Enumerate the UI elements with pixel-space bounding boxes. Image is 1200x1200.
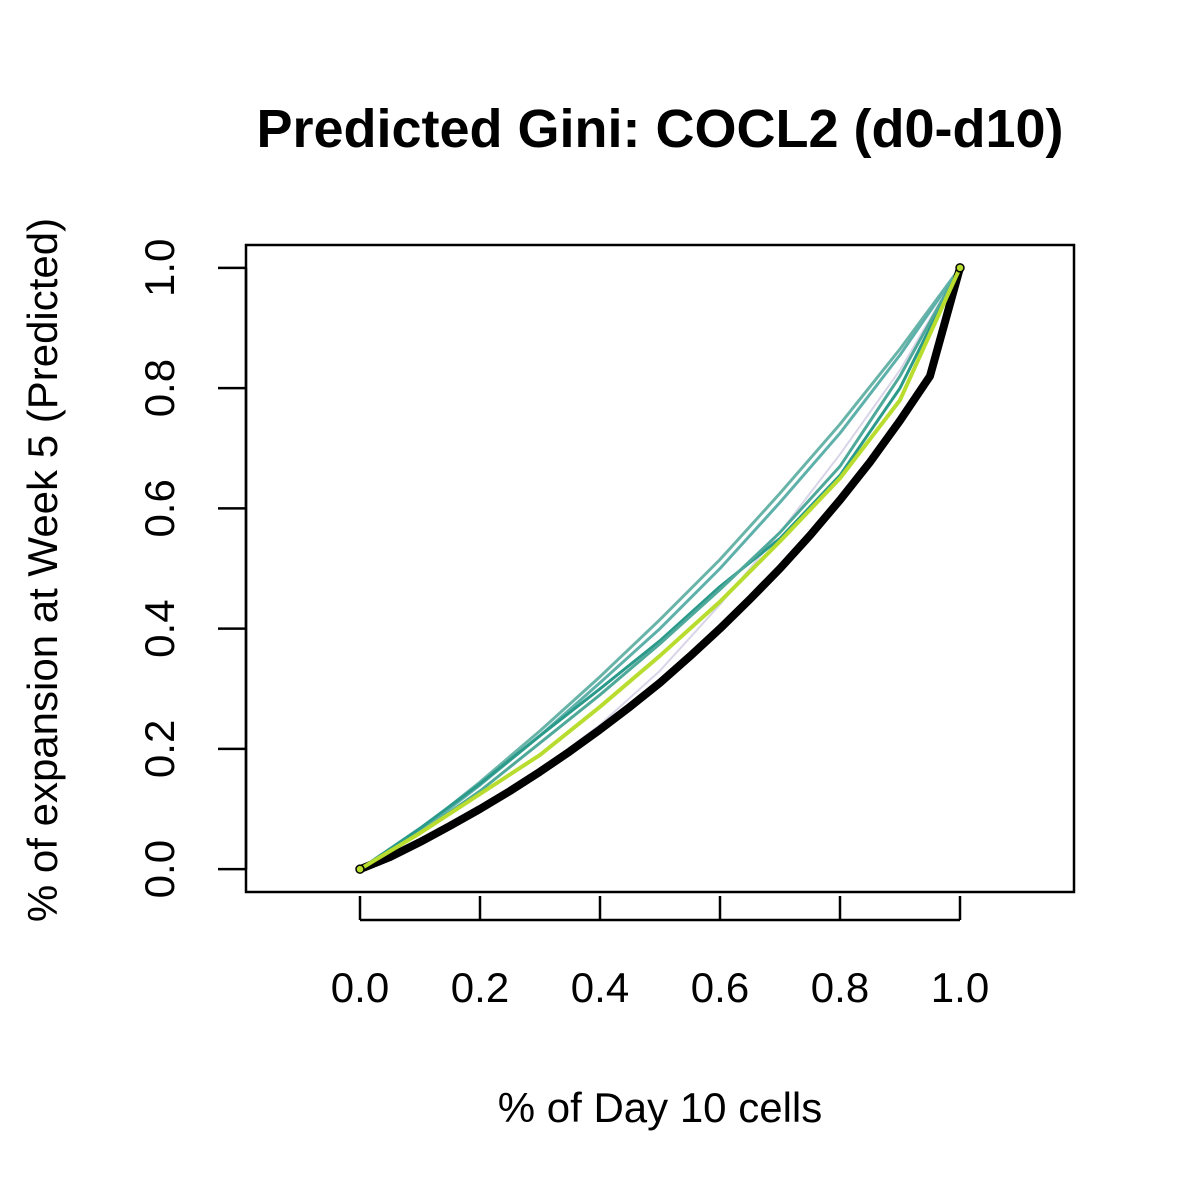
y-tick-label: 1.0	[136, 239, 183, 297]
x-tick-label: 1.0	[931, 964, 989, 1011]
plot-frame	[244, 243, 1076, 894]
series-layer	[355, 263, 965, 874]
series-line-2	[358, 266, 962, 871]
y-tick-label: 0.4	[136, 599, 183, 657]
series-line-5	[358, 266, 962, 871]
x-axis-label: % of Day 10 cells	[498, 1084, 822, 1131]
x-tick-label: 0.2	[451, 964, 509, 1011]
x-tick-label: 0.4	[571, 964, 629, 1011]
series-line-1	[359, 266, 961, 871]
end-point	[955, 263, 965, 273]
y-tick-label: 0.2	[136, 720, 183, 778]
y-axis-label: % of expansion at Week 5 (Predicted)	[19, 218, 66, 922]
x-tick-label: 0.6	[691, 964, 749, 1011]
series-line-7	[358, 265, 962, 872]
series-line-4	[358, 266, 962, 871]
y-tick-label: 0.8	[136, 359, 183, 417]
x-tick-label: 0.8	[811, 964, 869, 1011]
chart-title: Predicted Gini: COCL2 (d0-d10)	[256, 99, 1063, 159]
series-line-3	[358, 266, 962, 871]
series-line-6	[356, 263, 964, 874]
y-tick-label: 0.6	[136, 479, 183, 537]
y-tick-label: 0.0	[136, 840, 183, 898]
start-point	[355, 864, 365, 874]
y-axis: 0.0 0.2 0.4 0.6 0.8 1.0	[136, 239, 248, 898]
x-axis: 0.0 0.2 0.4 0.6 0.8 1.0	[331, 896, 989, 1011]
x-tick-label: 0.0	[331, 964, 389, 1011]
